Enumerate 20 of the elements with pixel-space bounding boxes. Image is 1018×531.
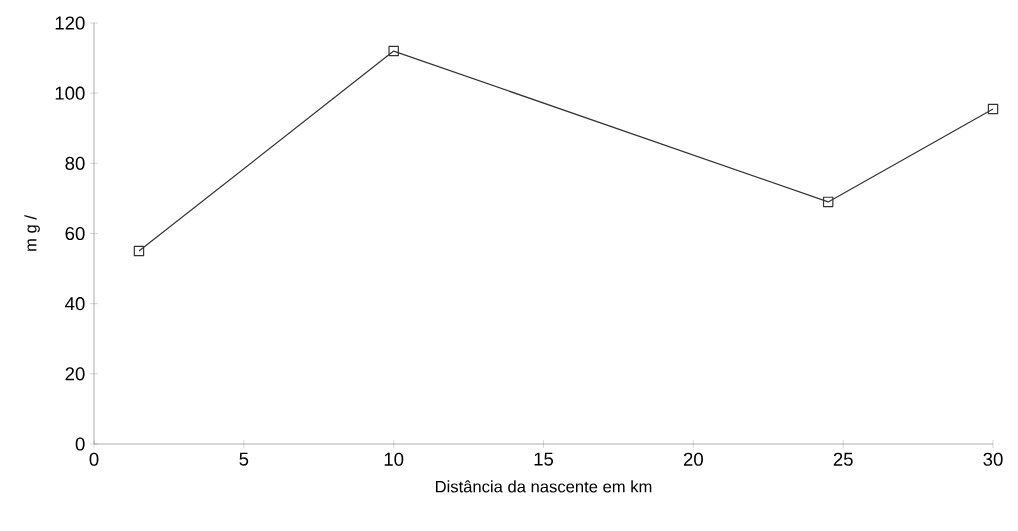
x-tick-label: 30 [983,452,1003,466]
y-tick-label: 0 [75,437,85,451]
x-tick-label: 10 [384,452,404,466]
x-tick-label: 25 [833,452,853,466]
x-tick-label: 5 [239,452,249,466]
point [388,45,399,57]
x-tick-label: 15 [534,452,554,466]
y-tick-label: 80 [65,156,85,170]
y-tick-label: 60 [65,226,85,241]
point [987,103,999,115]
y-tick-label: 100 [55,86,85,100]
y-tick-label: 20 [65,367,85,381]
point [133,245,145,257]
y-tick-label: 40 [65,297,85,311]
x-axis-title: Distância da nascente em km [435,480,652,493]
x-tick-label: 0 [89,452,99,466]
y-tick-label: 120 [55,16,85,30]
x-tick-label: 20 [683,452,703,466]
point [822,196,834,208]
y-axis-title: m g / [24,215,40,251]
